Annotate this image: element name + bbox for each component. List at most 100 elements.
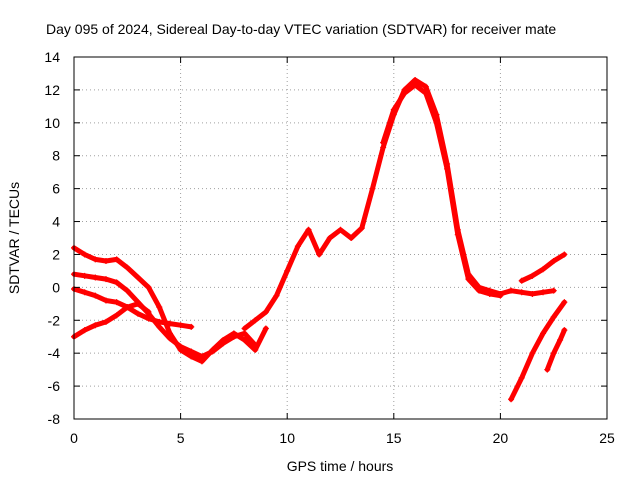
- data-point: [508, 396, 515, 403]
- data-point: [390, 106, 397, 113]
- chart-title: Day 095 of 2024, Sidereal Day-to-day VTE…: [46, 21, 556, 37]
- data-point: [294, 243, 301, 250]
- series-track-h: [544, 327, 568, 373]
- x-axis-label: GPS time / hours: [287, 458, 394, 474]
- y-tick-label: 6: [52, 181, 60, 197]
- data-point: [284, 267, 291, 274]
- x-tick-label: 0: [70, 430, 78, 446]
- y-tick-label: -4: [48, 345, 61, 361]
- data-point: [166, 320, 173, 327]
- data-point: [486, 290, 493, 297]
- data-point: [145, 284, 152, 291]
- data-point: [198, 353, 205, 360]
- data-point: [166, 335, 173, 342]
- data-point: [177, 322, 184, 329]
- data-point: [561, 251, 568, 258]
- series-line: [544, 327, 567, 373]
- data-point: [412, 81, 419, 88]
- data-point: [156, 304, 163, 311]
- data-point: [561, 299, 568, 306]
- data-point: [529, 350, 536, 357]
- data-point: [113, 256, 120, 263]
- data-point: [326, 235, 333, 241]
- data-point: [561, 327, 568, 334]
- data-point: [252, 341, 259, 348]
- data-point: [262, 325, 269, 332]
- data-point: [81, 251, 88, 258]
- data-point: [92, 292, 99, 299]
- data-point: [252, 317, 259, 324]
- data-point: [113, 312, 120, 319]
- data-point: [550, 258, 557, 265]
- data-point: [497, 292, 504, 299]
- data-point: [550, 313, 557, 320]
- data-point: [241, 337, 248, 344]
- y-tick-label: -8: [48, 411, 61, 427]
- data-point: [81, 327, 88, 334]
- data-point: [220, 340, 227, 347]
- data-point: [188, 323, 195, 330]
- data-point: [209, 348, 216, 355]
- data-point: [557, 337, 564, 344]
- y-tick-label: 4: [52, 214, 60, 230]
- data-point: [102, 318, 109, 325]
- data-point: [540, 266, 547, 273]
- data-point: [177, 343, 184, 350]
- data-point: [422, 90, 429, 97]
- x-tick-label: 5: [177, 430, 185, 446]
- y-tick-label: 8: [52, 148, 60, 164]
- data-point: [529, 272, 536, 279]
- y-tick-label: -2: [48, 312, 61, 328]
- series-track-f: [380, 81, 504, 299]
- data-point: [401, 90, 408, 97]
- y-tick-label: 2: [52, 246, 60, 262]
- data-point: [113, 279, 120, 286]
- y-tick-label: 0: [52, 279, 60, 295]
- data-point: [145, 309, 152, 316]
- x-tick-label: 10: [279, 430, 295, 446]
- data-point: [241, 325, 248, 332]
- series-track-g: [508, 299, 568, 403]
- data-point: [550, 350, 557, 357]
- data-point: [422, 83, 429, 90]
- data-point: [92, 256, 99, 263]
- data-point: [102, 297, 109, 304]
- data-point: [134, 274, 141, 281]
- data-point: [273, 292, 280, 299]
- y-tick-label: 14: [44, 49, 60, 65]
- data-point: [113, 299, 120, 306]
- data-point: [508, 287, 515, 294]
- data-point: [544, 366, 551, 373]
- x-tick-label: 15: [386, 430, 402, 446]
- plot-area: [71, 77, 568, 403]
- series-track-i: [518, 251, 568, 284]
- data-point: [444, 165, 451, 172]
- y-tick-label: 12: [44, 82, 60, 98]
- data-point: [81, 272, 88, 279]
- data-point: [134, 310, 141, 317]
- data-point: [433, 119, 440, 126]
- data-point: [518, 374, 525, 381]
- data-point: [369, 185, 376, 192]
- data-point: [337, 226, 344, 233]
- data-point: [156, 318, 163, 325]
- data-point: [124, 287, 131, 294]
- data-point: [476, 287, 483, 294]
- plot-frame: [73, 56, 608, 420]
- data-point: [124, 264, 131, 271]
- data-point: [124, 304, 131, 311]
- data-point: [540, 330, 547, 337]
- data-point: [262, 309, 269, 316]
- data-point: [540, 289, 547, 296]
- x-tick-label: 25: [599, 430, 615, 446]
- axes: 0 5 10 15 20 25 -8 -6 -4 -2 0 2 4 6 8 10 12 14: [44, 49, 615, 446]
- data-point: [518, 289, 525, 296]
- data-point: [188, 348, 195, 355]
- x-tick-label: 20: [493, 430, 509, 446]
- y-axis-label: SDTVAR / TECUs: [6, 182, 22, 294]
- y-tick-label: 10: [44, 115, 60, 131]
- data-point: [529, 290, 536, 297]
- data-point: [102, 258, 109, 265]
